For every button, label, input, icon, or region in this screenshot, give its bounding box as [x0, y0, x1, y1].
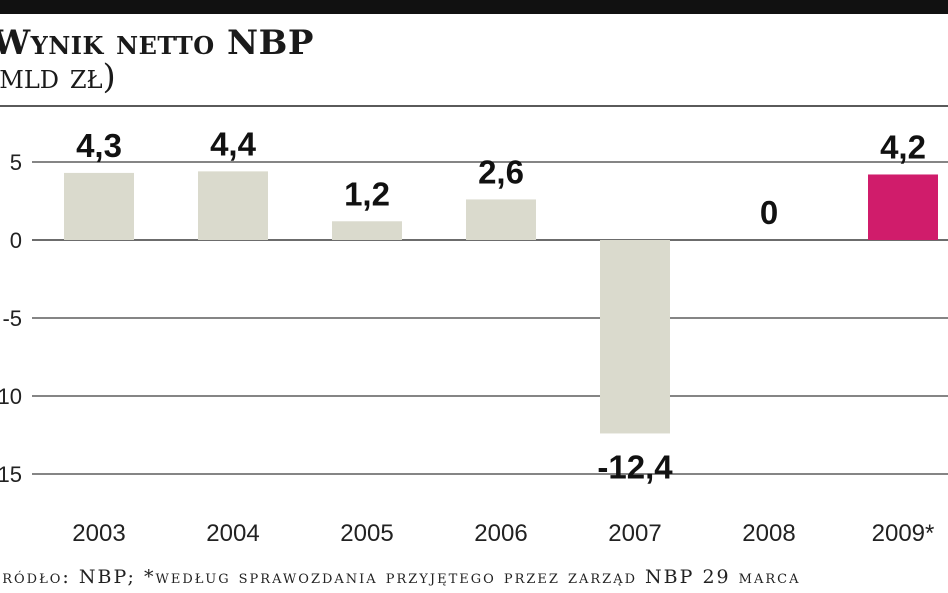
bar-2007	[600, 240, 670, 434]
x-tick-label-2009: 2009*	[872, 520, 935, 547]
y-axis-ticks: 5 0 -5 -10 -15	[0, 150, 22, 487]
x-tick-label-2006: 2006	[474, 520, 527, 547]
bars	[64, 171, 938, 434]
x-tick-label-2003: 2003	[72, 520, 125, 547]
header-separator	[0, 105, 948, 107]
gridlines	[32, 161, 948, 475]
bar-2005	[332, 221, 402, 240]
x-axis-labels: 2003 2004 2005 2006 2007 2008 2009*	[72, 520, 934, 547]
y-tick-label: -15	[0, 462, 22, 487]
value-label-2004: 4,4	[210, 125, 257, 162]
y-tick-label: -10	[0, 384, 22, 409]
bar-2004	[198, 171, 268, 240]
value-label-2008: 0	[760, 194, 778, 231]
y-tick-label: 5	[10, 150, 22, 175]
y-tick-label: -5	[2, 306, 22, 331]
value-label-2009: 4,2	[880, 128, 926, 165]
value-label-2005: 1,2	[344, 175, 390, 212]
bar-2003	[64, 172, 134, 240]
value-label-2006: 2,6	[478, 153, 524, 190]
x-tick-label-2005: 2005	[340, 520, 393, 547]
bar-2009	[868, 174, 938, 240]
y-tick-label: 0	[10, 228, 22, 253]
top-bar	[0, 0, 948, 14]
chart-title: Wynik netto NBP	[0, 23, 314, 63]
value-label-2007: -12,4	[597, 448, 673, 485]
x-tick-label-2004: 2004	[206, 520, 259, 547]
x-tick-label-2008: 2008	[742, 520, 795, 547]
value-labels: 4,3 4,4 1,2 2,6 -12,4 0 4,2	[76, 125, 926, 485]
chart-unit: (mld zł)	[0, 57, 116, 97]
bar-2006	[466, 199, 536, 240]
source-note: Źródło: NBP; *według sprawozdania przyję…	[0, 566, 801, 588]
x-tick-label-2007: 2007	[608, 520, 661, 547]
value-label-2003: 4,3	[76, 127, 122, 164]
